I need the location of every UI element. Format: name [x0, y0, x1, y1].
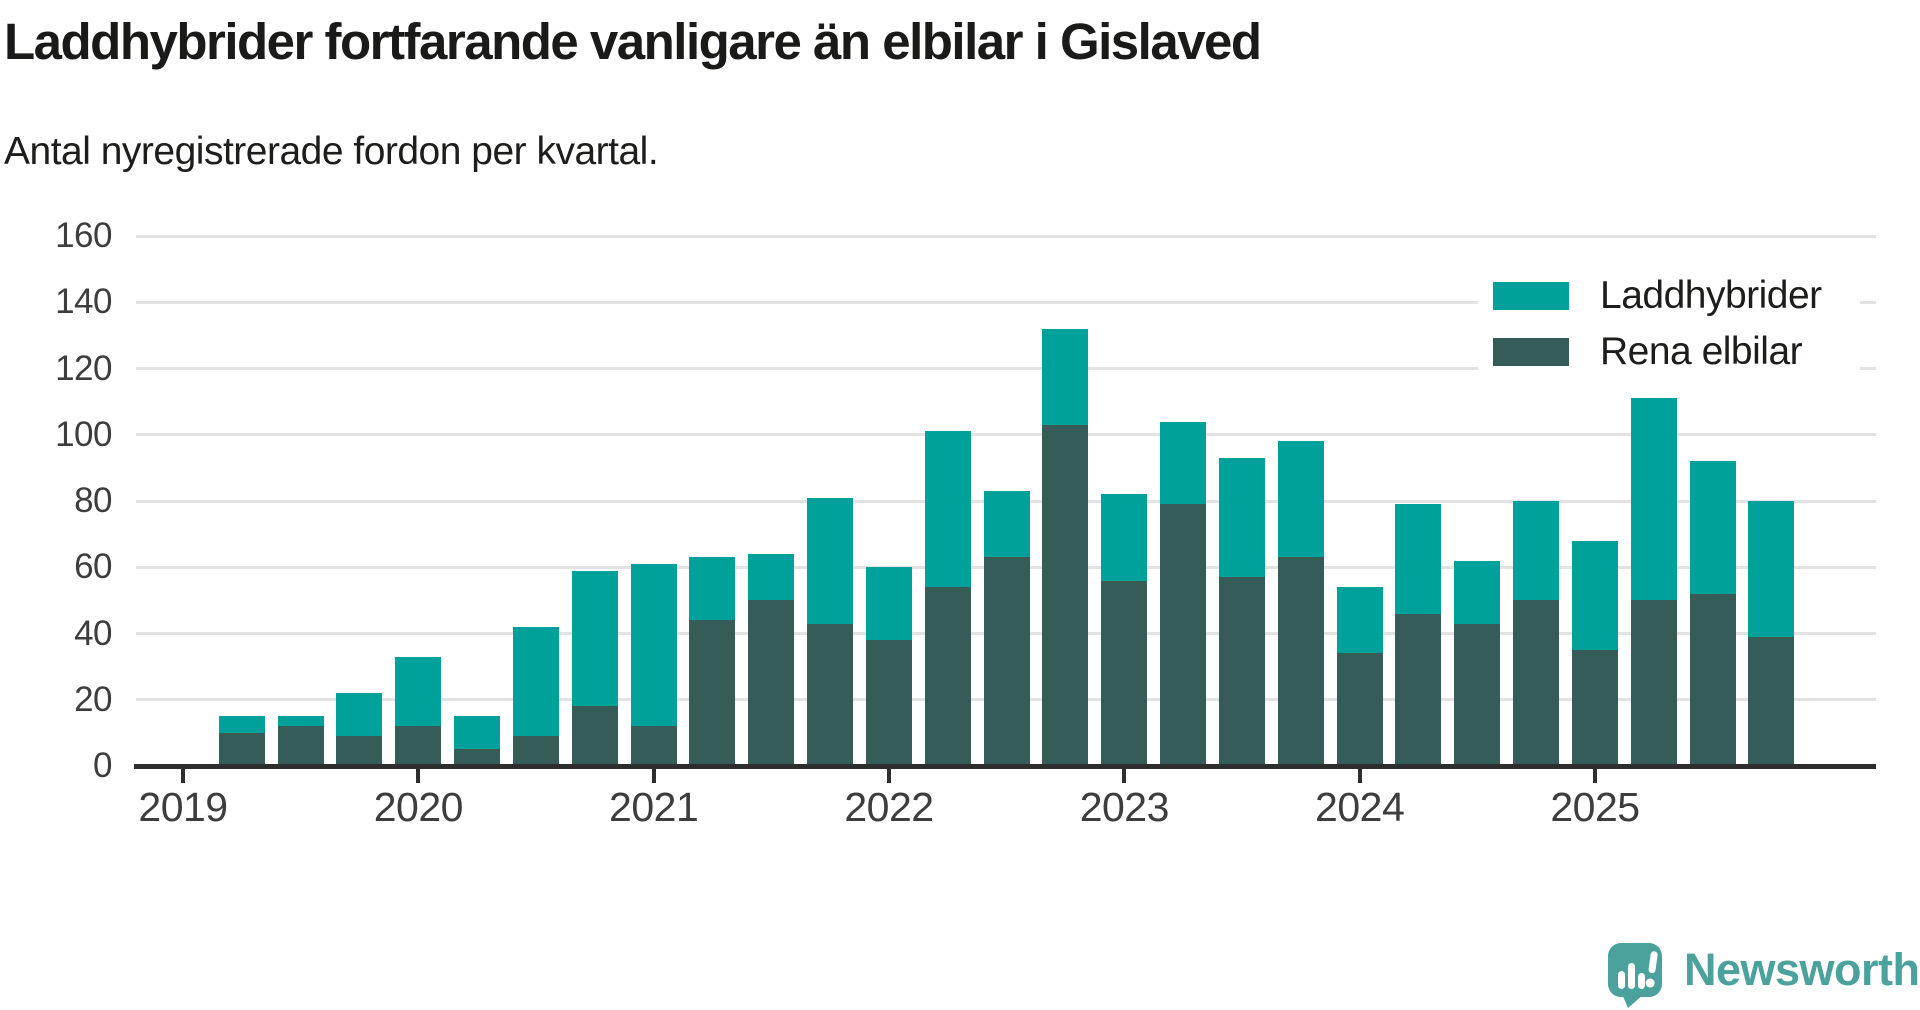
chart-subtitle: Antal nyregistrerade fordon per kvartal.	[4, 130, 659, 173]
bar-2020-Q3-rena-elbilar	[512, 736, 559, 766]
bar-2020-Q2-laddhybrider	[454, 716, 501, 750]
legend: Laddhybrider Rena elbilar	[1478, 262, 1860, 386]
bar-2022-Q3-laddhybrider	[983, 491, 1030, 558]
x-axis-tick-2025	[1592, 769, 1597, 783]
x-axis-line	[134, 764, 1876, 769]
bar-2021-Q2-rena-elbilar	[689, 620, 736, 766]
legend-swatch-laddhybrider	[1493, 282, 1569, 310]
gridline-y-100	[136, 433, 1876, 437]
bar-2019-Q4-laddhybrider	[336, 693, 383, 737]
x-axis-tick-2019	[181, 769, 185, 783]
bar-2023-Q2-rena-elbilar	[1160, 504, 1207, 766]
bar-2020-Q3-laddhybrider	[512, 626, 559, 737]
bar-2022-Q3-rena-elbilar	[983, 557, 1030, 766]
bar-2023-Q1-laddhybrider	[1101, 494, 1148, 581]
x-axis-label-2021: 2021	[609, 784, 699, 830]
bar-2020-Q4-laddhybrider	[571, 570, 618, 707]
bar-2025-Q2-rena-elbilar	[1630, 600, 1677, 766]
newsworthy-logo-icon	[1607, 942, 1663, 1008]
bar-2024-Q3-rena-elbilar	[1454, 623, 1501, 766]
x-axis-tick-2024	[1357, 769, 1362, 783]
x-axis-tick-2020	[416, 769, 421, 783]
gridline-y-160	[136, 234, 1876, 238]
y-axis-label-40: 40	[74, 613, 112, 653]
y-axis-label-160: 160	[55, 216, 112, 255]
y-axis-label-80: 80	[74, 481, 112, 520]
x-axis-label-2025: 2025	[1550, 784, 1640, 830]
bar-2022-Q4-rena-elbilar	[1042, 424, 1089, 766]
x-axis-label-2024: 2024	[1315, 784, 1405, 830]
bar-2025-Q3-rena-elbilar	[1689, 593, 1736, 766]
bar-2025-Q2-laddhybrider	[1630, 398, 1677, 601]
y-axis-label-120: 120	[55, 348, 112, 388]
y-axis-label-60: 60	[74, 547, 112, 587]
x-axis-label-2022: 2022	[844, 784, 934, 830]
bar-2023-Q4-laddhybrider	[1277, 441, 1324, 558]
bar-2019-Q3-laddhybrider	[277, 716, 324, 727]
bar-2021-Q4-rena-elbilar	[807, 623, 854, 766]
x-axis-tick-2021	[651, 769, 656, 783]
bar-2021-Q1-laddhybrider	[630, 563, 677, 727]
chart-title: Laddhybrider fortfarande vanligare än el…	[4, 13, 1262, 70]
newsworthy-logo: Newsworthy	[1607, 942, 1920, 1008]
bar-2025-Q4-laddhybrider	[1748, 501, 1795, 637]
bar-2024-Q4-rena-elbilar	[1513, 600, 1560, 766]
bar-2025-Q4-rena-elbilar	[1748, 636, 1795, 766]
legend-swatch-rena-elbilar	[1493, 338, 1569, 366]
x-axis-label-2019: 2019	[138, 784, 228, 830]
bar-2024-Q2-laddhybrider	[1395, 504, 1442, 614]
bar-2023-Q2-laddhybrider	[1160, 421, 1207, 505]
bar-2019-Q4-rena-elbilar	[336, 736, 383, 766]
bar-2024-Q1-laddhybrider	[1336, 587, 1383, 654]
legend-label-laddhybrider: Laddhybrider	[1600, 274, 1822, 317]
bar-2023-Q3-laddhybrider	[1218, 457, 1265, 578]
bar-2023-Q4-rena-elbilar	[1277, 557, 1324, 766]
bar-2019-Q2-rena-elbilar	[218, 732, 265, 766]
bar-2020-Q1-rena-elbilar	[395, 726, 442, 766]
gridline-y-140	[136, 300, 1876, 304]
bar-2024-Q4-laddhybrider	[1513, 501, 1560, 601]
legend-label-rena-elbilar: Rena elbilar	[1600, 330, 1803, 373]
bar-2019-Q3-rena-elbilar	[277, 726, 324, 766]
bar-2024-Q1-rena-elbilar	[1336, 653, 1383, 766]
bar-2023-Q1-rena-elbilar	[1101, 580, 1148, 766]
bar-2021-Q2-laddhybrider	[689, 557, 736, 621]
legend-item-rena-elbilar: Rena elbilar	[1478, 324, 1860, 380]
y-axis-label-0: 0	[93, 746, 112, 785]
bar-2019-Q2-laddhybrider	[218, 716, 265, 733]
y-axis-label-140: 140	[55, 282, 112, 322]
x-axis-label-2023: 2023	[1079, 784, 1170, 830]
bar-2023-Q3-rena-elbilar	[1218, 577, 1265, 766]
x-axis-tick-2023	[1122, 769, 1127, 783]
bar-2022-Q4-laddhybrider	[1042, 328, 1089, 425]
legend-item-laddhybrider: Laddhybrider	[1478, 268, 1860, 324]
bar-2022-Q2-rena-elbilar	[924, 587, 971, 766]
bar-2025-Q1-rena-elbilar	[1571, 650, 1618, 766]
y-axis-label-20: 20	[74, 679, 112, 719]
bar-2024-Q3-laddhybrider	[1454, 560, 1501, 624]
bar-2021-Q3-rena-elbilar	[748, 600, 795, 766]
newsworthy-wordmark: Newsworthy	[1684, 944, 1920, 995]
bar-2022-Q1-rena-elbilar	[865, 640, 912, 766]
bar-2024-Q2-rena-elbilar	[1395, 613, 1442, 766]
gridline-y-120	[136, 367, 1876, 370]
bar-2021-Q1-rena-elbilar	[630, 726, 677, 766]
y-axis-label-100: 100	[55, 414, 112, 454]
bar-2022-Q2-laddhybrider	[924, 431, 971, 588]
bar-2021-Q4-laddhybrider	[807, 497, 854, 624]
bar-2021-Q3-laddhybrider	[748, 554, 795, 601]
bar-2020-Q4-rena-elbilar	[571, 706, 618, 766]
bar-2020-Q1-laddhybrider	[395, 656, 442, 727]
bar-2020-Q2-rena-elbilar	[454, 749, 501, 766]
x-axis-label-2020: 2020	[373, 784, 464, 830]
x-axis-tick-2022	[886, 769, 891, 783]
bar-2022-Q1-laddhybrider	[865, 567, 912, 641]
bar-2025-Q3-laddhybrider	[1689, 461, 1736, 594]
bar-2025-Q1-laddhybrider	[1571, 540, 1618, 651]
